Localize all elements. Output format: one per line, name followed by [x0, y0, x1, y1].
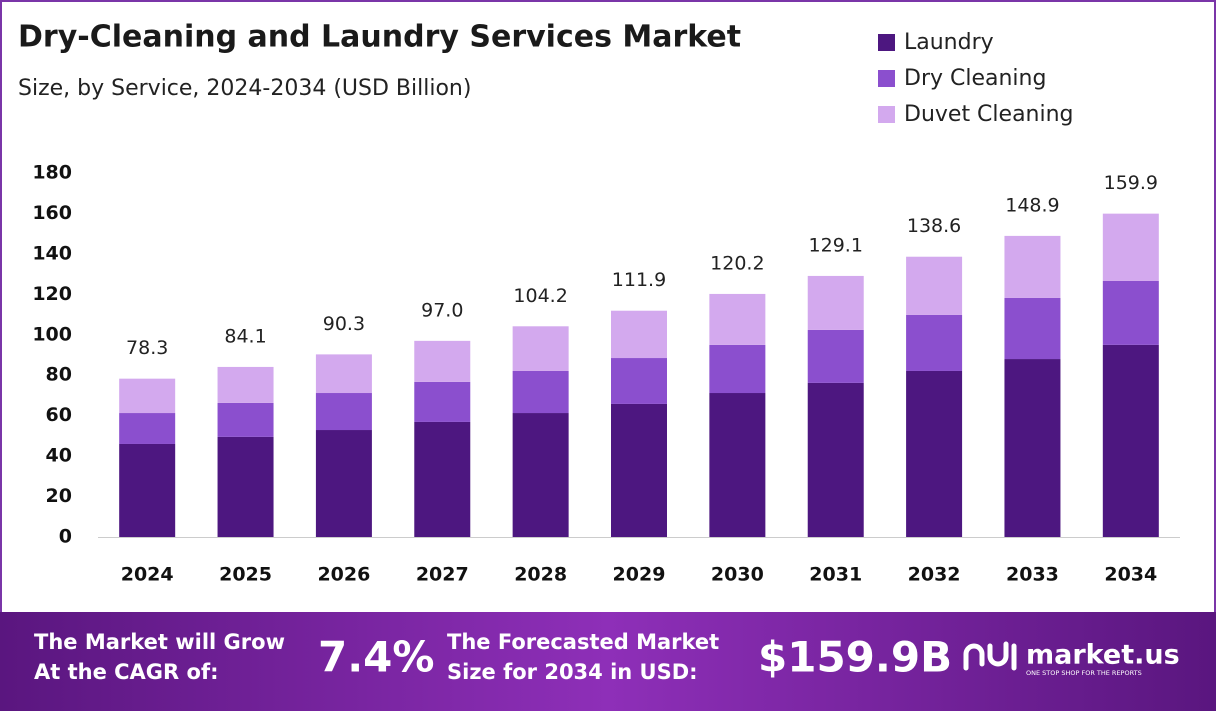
legend-swatch: [878, 70, 895, 87]
bar-segment: [807, 382, 864, 537]
y-tick-label: 120: [32, 283, 72, 305]
y-tick-label: 100: [32, 323, 72, 345]
y-tick-label: 20: [46, 485, 72, 507]
total-label: 97.0: [421, 299, 463, 321]
bar-segment: [414, 381, 471, 422]
x-tick-label: 2032: [908, 564, 961, 586]
y-tick-label: 0: [59, 526, 72, 548]
bar-segment: [512, 326, 569, 371]
x-tick-label: 2031: [809, 564, 862, 586]
y-tick-label: 80: [46, 364, 72, 386]
y-tick-label: 160: [32, 202, 72, 224]
footer-text: Size for 2034 in USD:: [447, 660, 698, 684]
bar-segment: [1004, 235, 1061, 298]
forecast-value: $159.9B: [758, 633, 952, 682]
chart-title: Dry-Cleaning and Laundry Services Market: [18, 20, 741, 55]
total-label: 129.1: [809, 234, 863, 256]
total-label: 84.1: [224, 325, 266, 347]
legend-label: Laundry: [904, 30, 994, 55]
legend-swatch: [878, 34, 895, 51]
bar-segment: [709, 344, 766, 394]
cagr-value: 7.4%: [318, 633, 434, 682]
bar-segment: [414, 340, 471, 382]
y-tick-label: 180: [32, 162, 72, 184]
y-tick-label: 40: [46, 445, 72, 467]
x-tick-label: 2028: [514, 564, 567, 586]
x-tick-label: 2030: [711, 564, 764, 586]
bar-segment: [906, 370, 963, 537]
bar-segment: [1102, 280, 1159, 345]
bar-segment: [906, 256, 963, 315]
bar-segment: [217, 402, 274, 437]
y-tick-label: 60: [46, 404, 72, 426]
bar-segment: [414, 421, 471, 537]
bar-segment: [1004, 359, 1061, 537]
legend-swatch: [878, 106, 895, 123]
bar-segment: [709, 293, 766, 345]
footer-text: The Market will Grow: [34, 630, 285, 654]
bar-segment: [1004, 297, 1061, 360]
total-label: 90.3: [323, 313, 365, 335]
bar-segment: [807, 329, 864, 383]
footer-text: At the CAGR of:: [34, 660, 219, 684]
total-label: 120.2: [710, 252, 764, 274]
bar-segment: [512, 370, 569, 414]
bar-segment: [217, 436, 274, 537]
legend-label: Dry Cleaning: [904, 66, 1046, 91]
x-tick-label: 2033: [1006, 564, 1059, 586]
bar-segment: [611, 310, 667, 359]
x-tick-label: 2024: [121, 564, 174, 586]
y-tick-label: 140: [32, 242, 72, 264]
brand-name: market.us: [1026, 640, 1180, 671]
x-tick-label: 2027: [416, 564, 469, 586]
bar-segment: [709, 393, 766, 537]
total-label: 138.6: [907, 215, 961, 237]
bar-segment: [315, 430, 372, 537]
bar-segment: [315, 354, 372, 394]
bar-segment: [807, 275, 864, 330]
chart-subtitle: Size, by Service, 2024-2034 (USD Billion…: [18, 76, 471, 101]
bar-segment: [315, 393, 372, 431]
bar-segment: [611, 358, 667, 404]
x-tick-label: 2026: [317, 564, 370, 586]
brand-logo: [963, 641, 1017, 671]
total-label: 111.9: [612, 269, 666, 291]
bar-segment: [1102, 213, 1159, 281]
x-tick-label: 2025: [219, 564, 272, 586]
bar-segment: [906, 314, 963, 371]
bar-segment: [611, 403, 667, 537]
bar-segment: [512, 413, 569, 537]
brand-tagline: ONE STOP SHOP FOR THE REPORTS: [1026, 669, 1142, 677]
legend-label: Duvet Cleaning: [904, 102, 1074, 127]
bar-segment: [1102, 344, 1159, 537]
total-label: 159.9: [1104, 172, 1158, 194]
total-label: 78.3: [126, 337, 168, 359]
x-tick-label: 2034: [1104, 564, 1157, 586]
total-label: 148.9: [1005, 194, 1059, 216]
total-label: 104.2: [513, 285, 567, 307]
bar-segment: [119, 413, 176, 444]
footer-text: The Forecasted Market: [447, 630, 719, 654]
x-tick-label: 2029: [613, 564, 666, 586]
bar-segment: [119, 443, 176, 537]
bar-segment: [217, 366, 274, 403]
bar-segment: [119, 378, 176, 414]
